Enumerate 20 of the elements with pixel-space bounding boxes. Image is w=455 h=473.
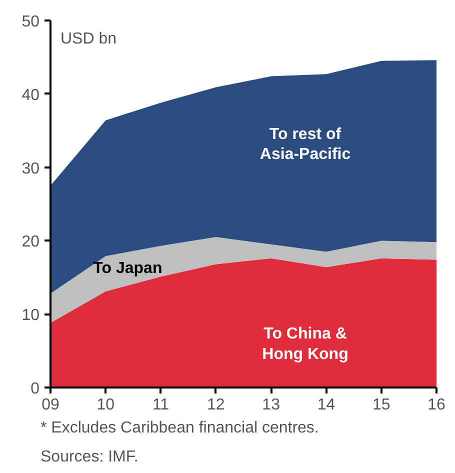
series-label: To Japan — [93, 260, 162, 278]
y-tick-label: 20 — [22, 234, 40, 251]
x-tick-label: 13 — [262, 396, 280, 414]
y-tick-label: 50 — [22, 14, 40, 30]
y-tick-label: 40 — [22, 86, 40, 104]
y-tick-label: 10 — [22, 307, 40, 324]
y-tick-label: 0 — [30, 380, 40, 398]
x-tick-label: 11 — [152, 396, 170, 414]
x-tick-label: 14 — [317, 396, 336, 414]
y-tick-label: 30 — [22, 160, 40, 178]
x-tick-label: 10 — [96, 396, 115, 414]
x-tick-label: 15 — [372, 396, 390, 414]
y-axis-title: USD bn — [60, 30, 117, 48]
x-tick-label: 12 — [207, 396, 225, 414]
text: * Excludes Caribbean financial centres. — [40, 420, 319, 436]
x-tick-label: 16 — [428, 396, 446, 414]
series-label: To China & Hong Kong — [262, 325, 348, 363]
x-tick-label: 09 — [42, 396, 60, 414]
series-label: To rest of Asia-Pacific — [260, 126, 351, 164]
source-note: Sources: IMF. — [40, 448, 138, 466]
